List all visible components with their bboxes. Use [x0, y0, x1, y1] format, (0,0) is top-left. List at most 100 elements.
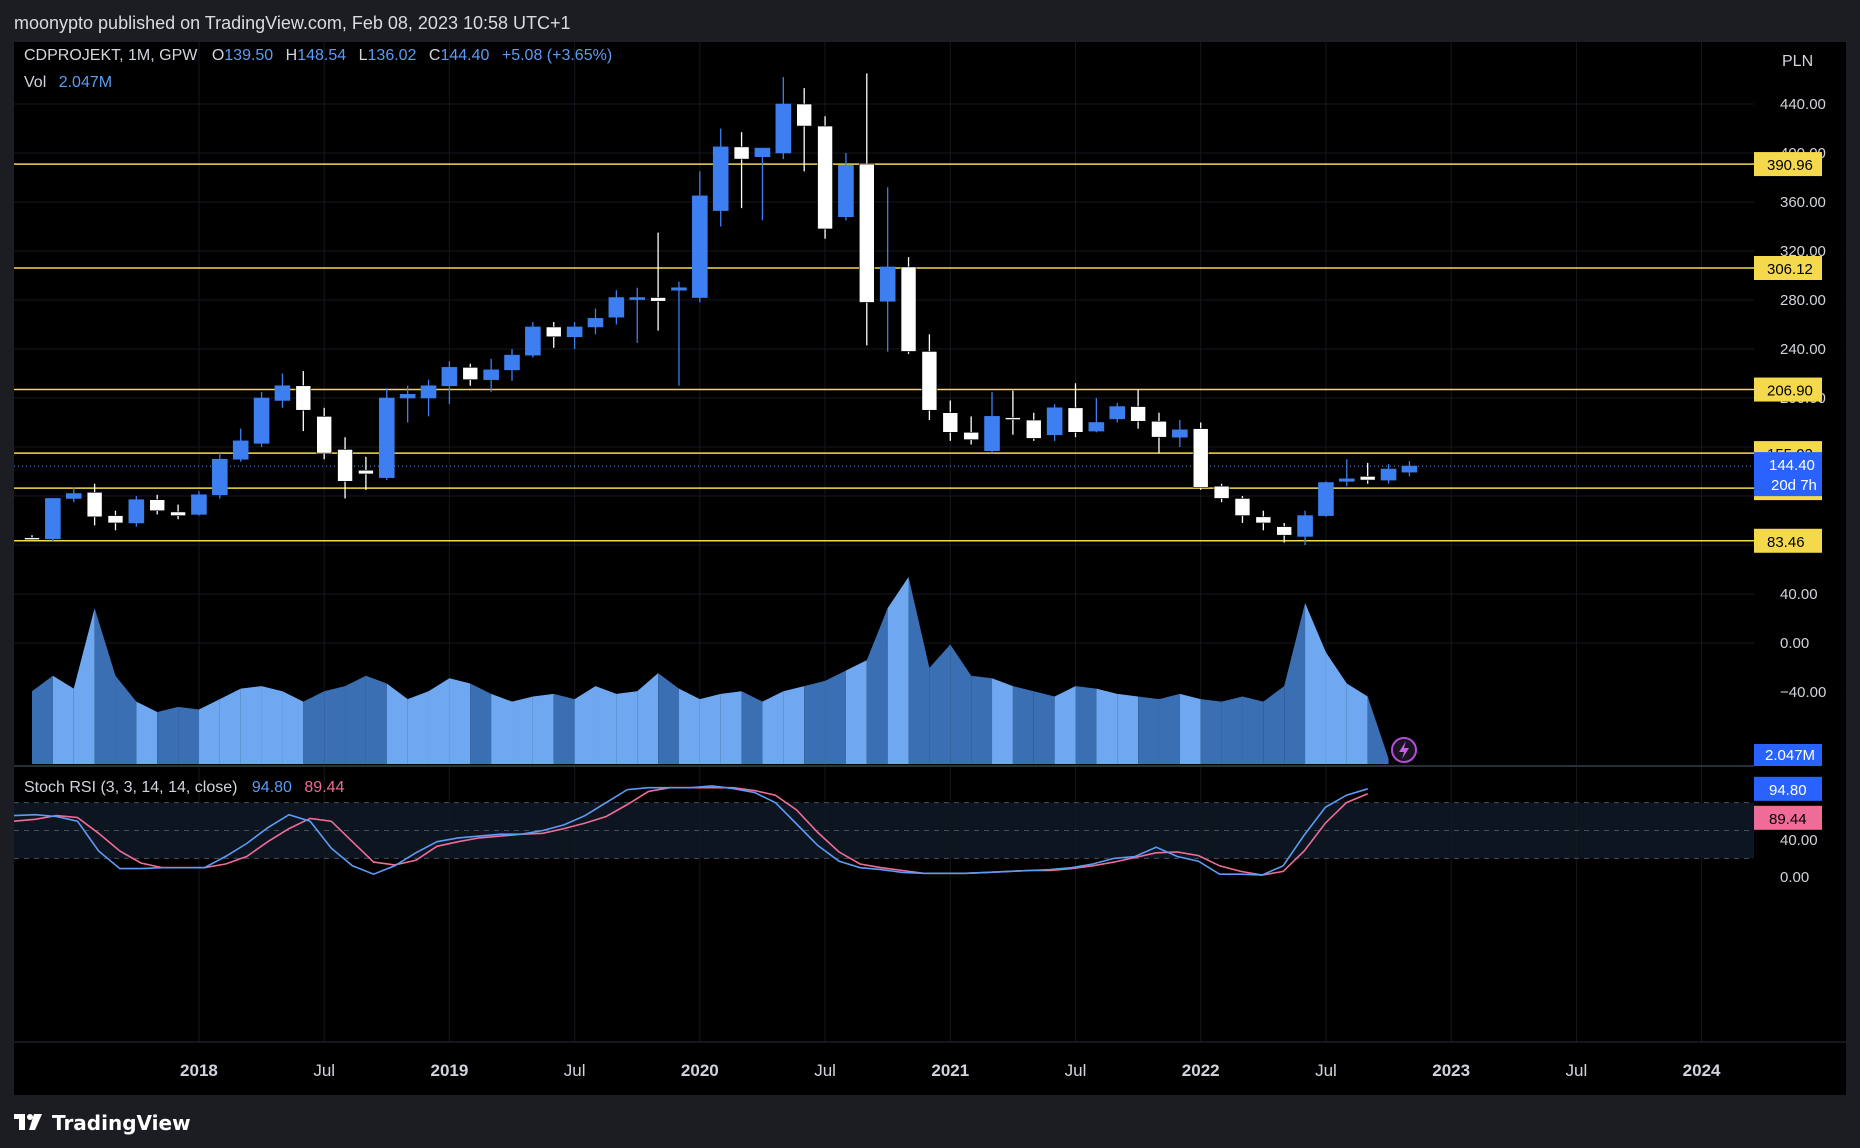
level-badge — [1754, 152, 1822, 177]
price-tick-label: 360.00 — [1780, 194, 1826, 211]
volume-segment — [157, 706, 179, 764]
time-tick-label: 2020 — [681, 1061, 719, 1080]
candle-body — [1297, 515, 1313, 537]
candle-body — [191, 494, 207, 515]
candle-body — [608, 297, 625, 318]
candle-body — [107, 515, 124, 524]
level-badge — [1754, 528, 1822, 553]
volume-segment — [1346, 683, 1368, 764]
candle-body — [1339, 478, 1355, 482]
candle-body — [796, 103, 812, 127]
volume-segment — [1075, 686, 1097, 764]
chart-frame[interactable]: PLN440.00400.00360.00320.00280.00240.002… — [14, 42, 1846, 1095]
grid-lines — [14, 42, 1754, 1042]
candle-body — [1067, 407, 1084, 433]
candle-body — [1151, 420, 1167, 438]
stoch-k-line — [14, 785, 1368, 876]
candle-body — [170, 511, 186, 516]
candle-body — [671, 287, 687, 291]
level-badge-label: 306.12 — [1767, 261, 1813, 278]
legend-vol-label: Vol — [24, 74, 46, 91]
legend-volume-row: Vol 2.047M — [24, 74, 112, 91]
candle-body — [1255, 516, 1272, 524]
candle-body — [545, 326, 562, 338]
candle-body — [1005, 417, 1021, 420]
candle-body — [879, 266, 896, 302]
candle-body — [1234, 498, 1251, 516]
volume-segment — [449, 678, 471, 764]
candle-body — [45, 498, 61, 540]
volume-segment — [1096, 688, 1118, 764]
chart-canvas[interactable]: PLN440.00400.00360.00320.00280.00240.002… — [14, 42, 1846, 1095]
time-tick-label: 2024 — [1683, 1061, 1721, 1080]
volume-segment — [908, 577, 930, 764]
volume-segment — [1138, 696, 1159, 764]
candle-body — [1318, 482, 1334, 516]
stoch-d-badge — [1754, 805, 1822, 830]
candle-body — [566, 326, 583, 338]
candle-body — [462, 367, 479, 380]
volume-segment — [219, 688, 241, 764]
stoch-d-value: 89.44 — [304, 779, 344, 796]
current-price-badge — [1754, 452, 1822, 497]
legend-symbol: CDPROJEKT, 1M, GPW — [24, 47, 198, 64]
volume-segment — [345, 675, 366, 764]
price-axis-currency: PLN — [1782, 53, 1813, 70]
candle-body — [650, 297, 666, 302]
legend-close: 144.40 — [440, 47, 489, 64]
volume-segment — [1221, 696, 1243, 764]
volume-segment — [699, 693, 721, 764]
volume-segment — [971, 675, 993, 764]
candle-body — [587, 318, 604, 328]
volume-segment — [1179, 693, 1201, 764]
volume-segment — [115, 675, 137, 764]
volume-segment — [491, 693, 513, 764]
price-tick-label: −40.00 — [1780, 684, 1826, 701]
footer-brand[interactable]: TradingView — [52, 1111, 191, 1135]
candle-body — [1025, 419, 1042, 439]
candle-body — [733, 146, 750, 160]
candle-body — [712, 146, 729, 211]
candle-body — [504, 354, 520, 371]
candle-body — [86, 492, 103, 518]
legend-low-label: L — [359, 47, 368, 64]
legend-change: +5.08 (+3.65%) — [502, 47, 612, 64]
candle-body — [817, 125, 833, 230]
stoch-k-badge-label: 94.80 — [1769, 782, 1807, 799]
volume-segment — [1305, 602, 1326, 764]
publish-header: moonypto published on TradingView.com, F… — [14, 8, 571, 38]
candles — [24, 73, 1418, 545]
volume-segment — [741, 691, 763, 764]
volume-segment — [887, 577, 909, 764]
time-tick-label: Jul — [1065, 1061, 1087, 1080]
candle-body — [232, 440, 249, 460]
countdown-label: 20d 7h — [1771, 477, 1817, 494]
level-badge-label: 206.90 — [1767, 383, 1813, 400]
candle-body — [358, 469, 374, 475]
volume-segment — [240, 686, 262, 764]
price-tick-label: 440.00 — [1780, 96, 1826, 113]
level-badge-label: 390.96 — [1767, 157, 1813, 174]
volume-segment — [1117, 693, 1139, 764]
volume-segment — [178, 706, 199, 764]
legend-open: 139.50 — [224, 47, 273, 64]
candle-body — [1401, 465, 1418, 473]
tradingview-logo-icon[interactable] — [14, 1114, 44, 1132]
volume-segment — [386, 683, 408, 764]
footer: TradingView — [14, 1106, 191, 1140]
candle-body — [316, 416, 332, 454]
candle-body — [420, 385, 437, 399]
time-tick-label: Jul — [814, 1061, 836, 1080]
legend-vol-value: 2.047M — [59, 74, 112, 91]
volume-badge — [1754, 744, 1822, 766]
volume-segment — [324, 686, 346, 764]
time-tick-label: Jul — [313, 1061, 335, 1080]
volume-segment — [574, 686, 596, 764]
volume-segment — [1367, 696, 1389, 764]
alert-bolt-icon[interactable] — [1391, 737, 1417, 763]
volume-badge-label: 2.047M — [1765, 747, 1815, 764]
volume-segment — [512, 696, 533, 764]
candle-body — [337, 449, 353, 482]
time-tick-label: Jul — [1315, 1061, 1337, 1080]
candle-body — [212, 458, 228, 496]
